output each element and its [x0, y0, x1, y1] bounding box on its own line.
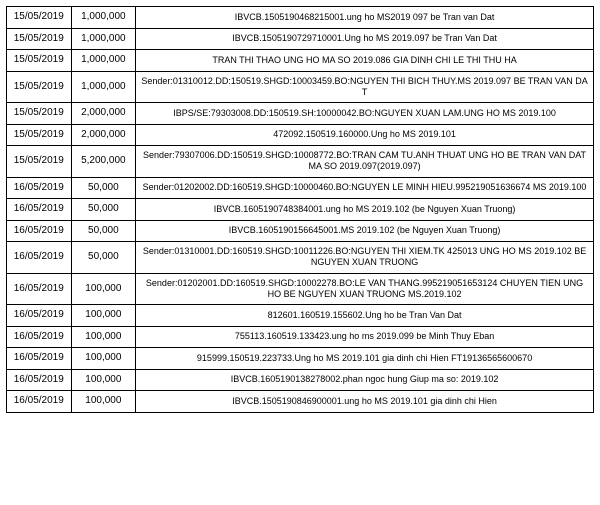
table-row: 16/05/2019100,000915999.150519.223733.Un… — [7, 348, 594, 370]
table-row: 16/05/201950,000Sender:01310001.DD:16051… — [7, 242, 594, 274]
table-row: 15/05/20192,000,000IBPS/SE:79303008.DD:1… — [7, 103, 594, 125]
description-cell: Sender:01310001.DD:160519.SHGD:10011226.… — [136, 242, 594, 274]
description-cell: IBVCB.1605190156645001.MS 2019.102 (be N… — [136, 220, 594, 242]
table-row: 16/05/2019100,000IBVCB.1605190138278002.… — [7, 369, 594, 391]
amount-cell: 1,000,000 — [71, 7, 136, 29]
date-cell: 16/05/2019 — [7, 273, 72, 305]
table-row: 16/05/201950,000Sender:01202002.DD:16051… — [7, 177, 594, 199]
amount-cell: 100,000 — [71, 305, 136, 327]
description-cell: 472092.150519.160000.Ung ho MS 2019.101 — [136, 124, 594, 146]
description-cell: IBVCB.1505190468215001.ung ho MS2019 097… — [136, 7, 594, 29]
amount-cell: 100,000 — [71, 391, 136, 413]
date-cell: 15/05/2019 — [7, 7, 72, 29]
amount-cell: 1,000,000 — [71, 28, 136, 50]
date-cell: 16/05/2019 — [7, 326, 72, 348]
amount-cell: 2,000,000 — [71, 103, 136, 125]
description-cell: 812601.160519.155602.Ung ho be Tran Van … — [136, 305, 594, 327]
transactions-table: 15/05/20191,000,000IBVCB.150519046821500… — [6, 6, 594, 413]
table-row: 16/05/201950,000IBVCB.1605190156645001.M… — [7, 220, 594, 242]
table-row: 15/05/20191,000,000Sender:01310012.DD:15… — [7, 71, 594, 103]
description-cell: IBPS/SE:79303008.DD:150519.SH:10000042.B… — [136, 103, 594, 125]
date-cell: 16/05/2019 — [7, 199, 72, 221]
table-row: 15/05/20195,200,000Sender:79307006.DD:15… — [7, 146, 594, 178]
date-cell: 15/05/2019 — [7, 103, 72, 125]
table-row: 16/05/2019100,000Sender:01202001.DD:1605… — [7, 273, 594, 305]
amount-cell: 100,000 — [71, 273, 136, 305]
amount-cell: 100,000 — [71, 369, 136, 391]
date-cell: 16/05/2019 — [7, 391, 72, 413]
table-row: 16/05/2019100,000IBVCB.1505190846900001.… — [7, 391, 594, 413]
date-cell: 15/05/2019 — [7, 50, 72, 72]
description-cell: 755113.160519.133423.ung ho ms 2019.099 … — [136, 326, 594, 348]
amount-cell: 50,000 — [71, 199, 136, 221]
amount-cell: 1,000,000 — [71, 71, 136, 103]
amount-cell: 50,000 — [71, 242, 136, 274]
description-cell: Sender:01202002.DD:160519.SHGD:10000460.… — [136, 177, 594, 199]
amount-cell: 2,000,000 — [71, 124, 136, 146]
date-cell: 16/05/2019 — [7, 305, 72, 327]
description-cell: Sender:01202001.DD:160519.SHGD:10002278.… — [136, 273, 594, 305]
date-cell: 15/05/2019 — [7, 124, 72, 146]
amount-cell: 5,200,000 — [71, 146, 136, 178]
description-cell: IBVCB.1605190748384001.ung ho MS 2019.10… — [136, 199, 594, 221]
date-cell: 15/05/2019 — [7, 71, 72, 103]
description-cell: 915999.150519.223733.Ung ho MS 2019.101 … — [136, 348, 594, 370]
date-cell: 16/05/2019 — [7, 348, 72, 370]
description-cell: Sender:01310012.DD:150519.SHGD:10003459.… — [136, 71, 594, 103]
table-row: 16/05/2019100,000812601.160519.155602.Un… — [7, 305, 594, 327]
date-cell: 16/05/2019 — [7, 220, 72, 242]
date-cell: 16/05/2019 — [7, 242, 72, 274]
amount-cell: 100,000 — [71, 348, 136, 370]
description-cell: Sender:79307006.DD:150519.SHGD:10008772.… — [136, 146, 594, 178]
description-cell: TRAN THI THAO UNG HO MA SO 2019.086 GIA … — [136, 50, 594, 72]
amount-cell: 1,000,000 — [71, 50, 136, 72]
date-cell: 16/05/2019 — [7, 177, 72, 199]
date-cell: 15/05/2019 — [7, 28, 72, 50]
date-cell: 15/05/2019 — [7, 146, 72, 178]
amount-cell: 50,000 — [71, 177, 136, 199]
table-row: 15/05/20191,000,000TRAN THI THAO UNG HO … — [7, 50, 594, 72]
table-row: 16/05/2019100,000755113.160519.133423.un… — [7, 326, 594, 348]
description-cell: IBVCB.1505190846900001.ung ho MS 2019.10… — [136, 391, 594, 413]
amount-cell: 100,000 — [71, 326, 136, 348]
description-cell: IBVCB.1505190729710001.Ung ho MS 2019.09… — [136, 28, 594, 50]
date-cell: 16/05/2019 — [7, 369, 72, 391]
table-row: 16/05/201950,000IBVCB.1605190748384001.u… — [7, 199, 594, 221]
description-cell: IBVCB.1605190138278002.phan ngoc hung Gi… — [136, 369, 594, 391]
amount-cell: 50,000 — [71, 220, 136, 242]
table-row: 15/05/20191,000,000IBVCB.150519072971000… — [7, 28, 594, 50]
table-row: 15/05/20191,000,000IBVCB.150519046821500… — [7, 7, 594, 29]
table-row: 15/05/20192,000,000472092.150519.160000.… — [7, 124, 594, 146]
